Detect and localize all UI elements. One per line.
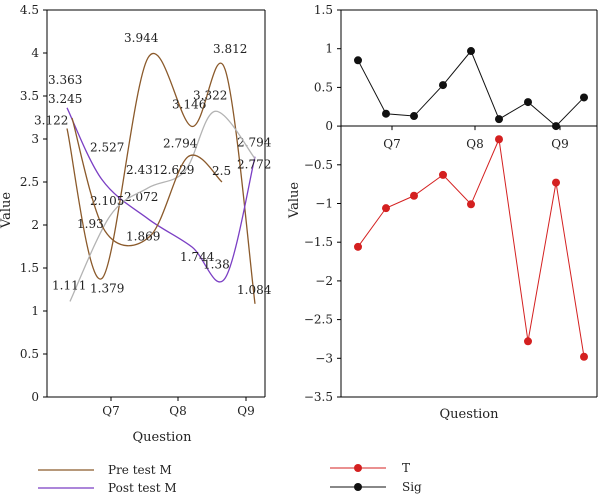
left-y-ticks: 0 0.5 1 1.5 2 2.5 3 3.5 4 4.5 xyxy=(20,3,47,404)
right-y-tick-label: 0 xyxy=(325,119,333,133)
right-y-tick-label: −3.5 xyxy=(304,390,333,404)
right-x-axis-title: Question xyxy=(440,407,500,422)
right-y-tick-label: −1 xyxy=(315,197,333,211)
right-y-tick-label: −1.5 xyxy=(304,235,333,249)
left-data-label: 3.363 xyxy=(48,73,82,87)
left-data-label: 2.5 xyxy=(212,164,231,178)
right-y-tick-label: 1.5 xyxy=(314,3,333,17)
left-data-label: 1.744 xyxy=(180,250,215,264)
left-data-label: 1.93 xyxy=(77,217,104,231)
left-legend: Pre test M Post test M xyxy=(38,463,177,495)
right-data-point xyxy=(467,47,475,56)
right-y-tick-label: −0.5 xyxy=(304,158,333,172)
right-series-line xyxy=(357,50,585,127)
left-data-label: 3.812 xyxy=(213,42,247,56)
left-data-label: 2.772 xyxy=(237,158,271,172)
left-data-label: 3.245 xyxy=(48,92,82,106)
right-data-point xyxy=(354,56,362,65)
legend-label-t: T xyxy=(402,461,410,475)
left-y-tick-label: 2 xyxy=(31,218,39,232)
right-series xyxy=(354,47,588,361)
right-chart: −3.5 −3 −2.5 −2 −1.5 −1 −0.5 0 0.5 1 1.5 Q7 Q8 Q9 Va… xyxy=(287,3,598,422)
right-data-point xyxy=(552,178,560,187)
left-y-tick-label: 0.5 xyxy=(20,347,39,361)
right-data-point xyxy=(410,112,418,121)
legend-swatch-sig-marker xyxy=(354,483,362,491)
right-x-tick-label: Q8 xyxy=(466,137,483,151)
left-data-label: 3.944 xyxy=(124,31,159,45)
right-data-point xyxy=(439,170,447,179)
left-y-tick-label: 0 xyxy=(31,390,39,404)
left-data-label: 2.794 xyxy=(163,137,198,151)
left-data-label: 3.322 xyxy=(193,88,227,102)
left-series-line xyxy=(69,110,256,302)
right-data-point xyxy=(382,109,390,118)
left-data-label: 1.084 xyxy=(237,283,272,297)
left-data-label: 2.105 xyxy=(90,194,124,208)
left-y-tick-label: 3.5 xyxy=(20,89,39,103)
right-data-point xyxy=(580,93,588,102)
left-data-label: 2.431 xyxy=(126,163,160,177)
left-x-tick-label: Q8 xyxy=(169,404,186,418)
right-data-point xyxy=(552,122,560,131)
left-data-label: 1.111 xyxy=(52,278,86,292)
right-data-point xyxy=(524,98,532,107)
right-x-tick-label: Q7 xyxy=(383,137,400,151)
right-y-axis-title: Value xyxy=(287,182,302,219)
legend-swatch-t-marker xyxy=(354,464,362,472)
left-y-axis-title: Value xyxy=(0,192,14,229)
left-data-label: 1.869 xyxy=(126,229,160,243)
left-data-label: 3.122 xyxy=(34,114,68,128)
right-data-point xyxy=(354,242,362,251)
right-y-tick-label: −2.5 xyxy=(304,313,333,327)
legend-label-post-test: Post test M xyxy=(108,481,177,495)
left-x-axis-title: Question xyxy=(133,430,193,445)
left-series-line xyxy=(66,53,256,304)
left-series-line xyxy=(66,107,256,283)
right-y-tick-label: −3 xyxy=(315,351,333,365)
left-y-tick-label: 4.5 xyxy=(20,3,39,17)
left-y-tick-label: 2.5 xyxy=(20,175,39,189)
right-data-point xyxy=(439,81,447,90)
right-data-point xyxy=(580,352,588,361)
right-y-ticks: −3.5 −3 −2.5 −2 −1.5 −1 −0.5 0 0.5 1 1.5 xyxy=(304,3,341,404)
left-y-tick-label: 1 xyxy=(31,304,39,318)
right-x-tick-label: Q9 xyxy=(551,137,568,151)
left-chart: 00.511.522.533.544.5 Q7 Q8 Q9 3.1221.3793.… xyxy=(0,3,272,445)
right-data-point xyxy=(467,200,475,209)
left-data-label: 1.38 xyxy=(203,257,230,271)
left-data-label: 2.072 xyxy=(124,190,158,204)
right-series-line xyxy=(357,137,585,357)
left-x-tick-label: Q9 xyxy=(237,404,254,418)
right-legend: T Sig xyxy=(330,461,422,494)
right-y-tick-label: −2 xyxy=(315,274,333,288)
legend-label-pre-test: Pre test M xyxy=(108,463,172,477)
left-data-label: 3.146 xyxy=(172,97,206,111)
left-y-tick-label: 4 xyxy=(31,46,39,60)
right-data-point xyxy=(495,115,503,124)
right-y-tick-label: 0.5 xyxy=(314,80,333,94)
left-x-tick-label: Q7 xyxy=(102,404,119,418)
right-y-tick-label: 1 xyxy=(325,42,333,56)
left-data-label: 2.629 xyxy=(160,163,194,177)
left-y-tick-label: 1.5 xyxy=(20,261,39,275)
right-x-ticks: Q7 Q8 Q9 xyxy=(383,126,569,151)
left-data-label: 1.379 xyxy=(90,281,124,295)
right-data-point xyxy=(495,135,503,144)
right-data-point xyxy=(382,204,390,213)
left-data-label: 2.527 xyxy=(90,141,124,155)
left-series: 3.122 1.379 3.944 3.146 3.812 1.084 3.363 2.527… xyxy=(34,31,272,304)
left-y-tick-label: 3 xyxy=(31,132,39,146)
left-series-line xyxy=(71,117,223,247)
legend-label-sig: Sig xyxy=(402,480,422,494)
right-data-point xyxy=(524,337,532,346)
left-data-label: 2.794 xyxy=(237,136,272,150)
right-data-point xyxy=(410,191,418,200)
left-x-ticks: Q7 Q8 Q9 xyxy=(102,397,255,418)
